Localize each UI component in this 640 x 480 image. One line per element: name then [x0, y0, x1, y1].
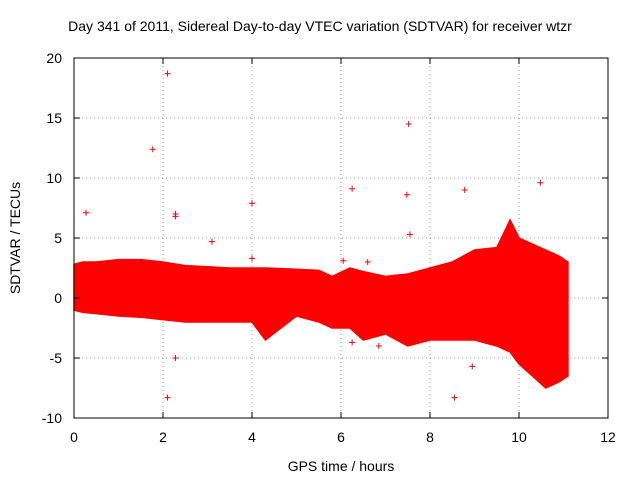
dense-data-band: [73, 218, 569, 389]
outlier-point: [249, 200, 255, 207]
outlier-point: [83, 209, 90, 216]
data-points: [73, 70, 569, 401]
x-tick-label: 2: [159, 429, 167, 445]
x-axis-label: GPS time / hours: [288, 458, 395, 474]
outlier-point: [469, 363, 476, 370]
outlier-point: [405, 121, 412, 127]
outlier-point: [451, 394, 458, 401]
x-tick-label: 0: [70, 429, 78, 445]
outlier-point: [172, 355, 179, 361]
outlier-point: [340, 257, 347, 264]
outlier-point: [406, 231, 413, 238]
x-tick-label: 12: [600, 429, 616, 445]
x-tick-label: 10: [511, 429, 527, 445]
y-axis-label: SDTVAR / TECUs: [7, 182, 23, 294]
x-tick-label: 8: [426, 429, 434, 445]
chart-title: Day 341 of 2011, Sidereal Day-to-day VTE…: [68, 18, 572, 34]
outlier-point: [403, 191, 410, 198]
outlier-point: [537, 179, 544, 186]
outlier-point: [164, 70, 171, 77]
y-tick-label: -10: [42, 410, 62, 426]
outlier-point: [349, 339, 356, 346]
outlier-point: [249, 255, 255, 262]
outlier-point: [364, 259, 371, 265]
outlier-point: [461, 187, 468, 193]
outlier-point: [349, 185, 356, 192]
outlier-point: [172, 211, 179, 217]
y-tick-label: 15: [46, 110, 62, 126]
y-tick-label: 5: [54, 230, 62, 246]
y-tick-label: 10: [46, 170, 62, 186]
x-tick-label: 6: [337, 429, 345, 445]
outlier-point: [375, 343, 382, 349]
axis-ticks: 0 2 4 6 8 10 12 -10 -5 0 5 10 15 20: [42, 50, 616, 445]
y-tick-label: 20: [46, 50, 62, 66]
outlier-point: [208, 238, 215, 245]
outlier-point: [149, 146, 156, 153]
outlier-point: [164, 394, 171, 401]
x-tick-label: 4: [248, 429, 256, 445]
y-tick-label: 0: [54, 290, 62, 306]
y-tick-label: -5: [50, 350, 63, 366]
